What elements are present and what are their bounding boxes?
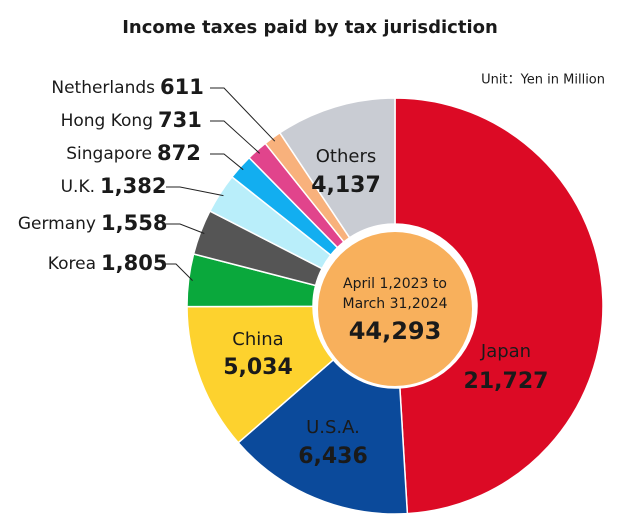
segment-value: 872 bbox=[157, 141, 201, 165]
segment-value: 6,436 bbox=[298, 444, 368, 469]
unit-label: Unit：Yen in Million bbox=[481, 73, 605, 88]
segment-name: Netherlands bbox=[51, 78, 155, 98]
segment-value: 1,558 bbox=[101, 211, 167, 235]
segment-value: 5,034 bbox=[223, 355, 293, 380]
segment-name: U.K. bbox=[61, 177, 95, 197]
center-circle bbox=[318, 232, 472, 386]
segment-name: Japan bbox=[480, 341, 531, 362]
leader-line bbox=[166, 186, 224, 197]
leader-line bbox=[162, 263, 193, 281]
donut-segment bbox=[278, 97, 396, 239]
center-total: 44,293 bbox=[349, 317, 442, 345]
segment-value: 611 bbox=[160, 75, 204, 99]
leader-line bbox=[210, 153, 244, 171]
leader-line bbox=[166, 223, 205, 234]
segment-name: Singapore bbox=[66, 144, 152, 164]
donut-segment bbox=[237, 358, 409, 515]
segment-name: Germany bbox=[18, 214, 96, 234]
segment-value: 1,805 bbox=[101, 251, 167, 275]
center-period: April 1,2023 to bbox=[343, 276, 447, 292]
segment-value: 4,137 bbox=[311, 173, 381, 198]
segment-name: Korea bbox=[48, 254, 96, 274]
segment-name: Hong Kong bbox=[61, 111, 153, 131]
center-period: March 31,2024 bbox=[342, 296, 447, 312]
donut-segment bbox=[186, 305, 335, 444]
segment-value: 731 bbox=[158, 108, 202, 132]
segment-value: 1,382 bbox=[100, 174, 166, 198]
leader-line bbox=[210, 87, 276, 142]
segment-value: 21,727 bbox=[464, 369, 549, 394]
segment-name: U.S.A. bbox=[306, 417, 360, 438]
leader-line bbox=[210, 120, 260, 154]
donut-segment bbox=[394, 97, 604, 515]
chart-title: Income taxes paid by tax jurisdiction bbox=[122, 17, 498, 38]
segment-name: Others bbox=[316, 146, 377, 167]
segment-name: China bbox=[232, 329, 283, 350]
